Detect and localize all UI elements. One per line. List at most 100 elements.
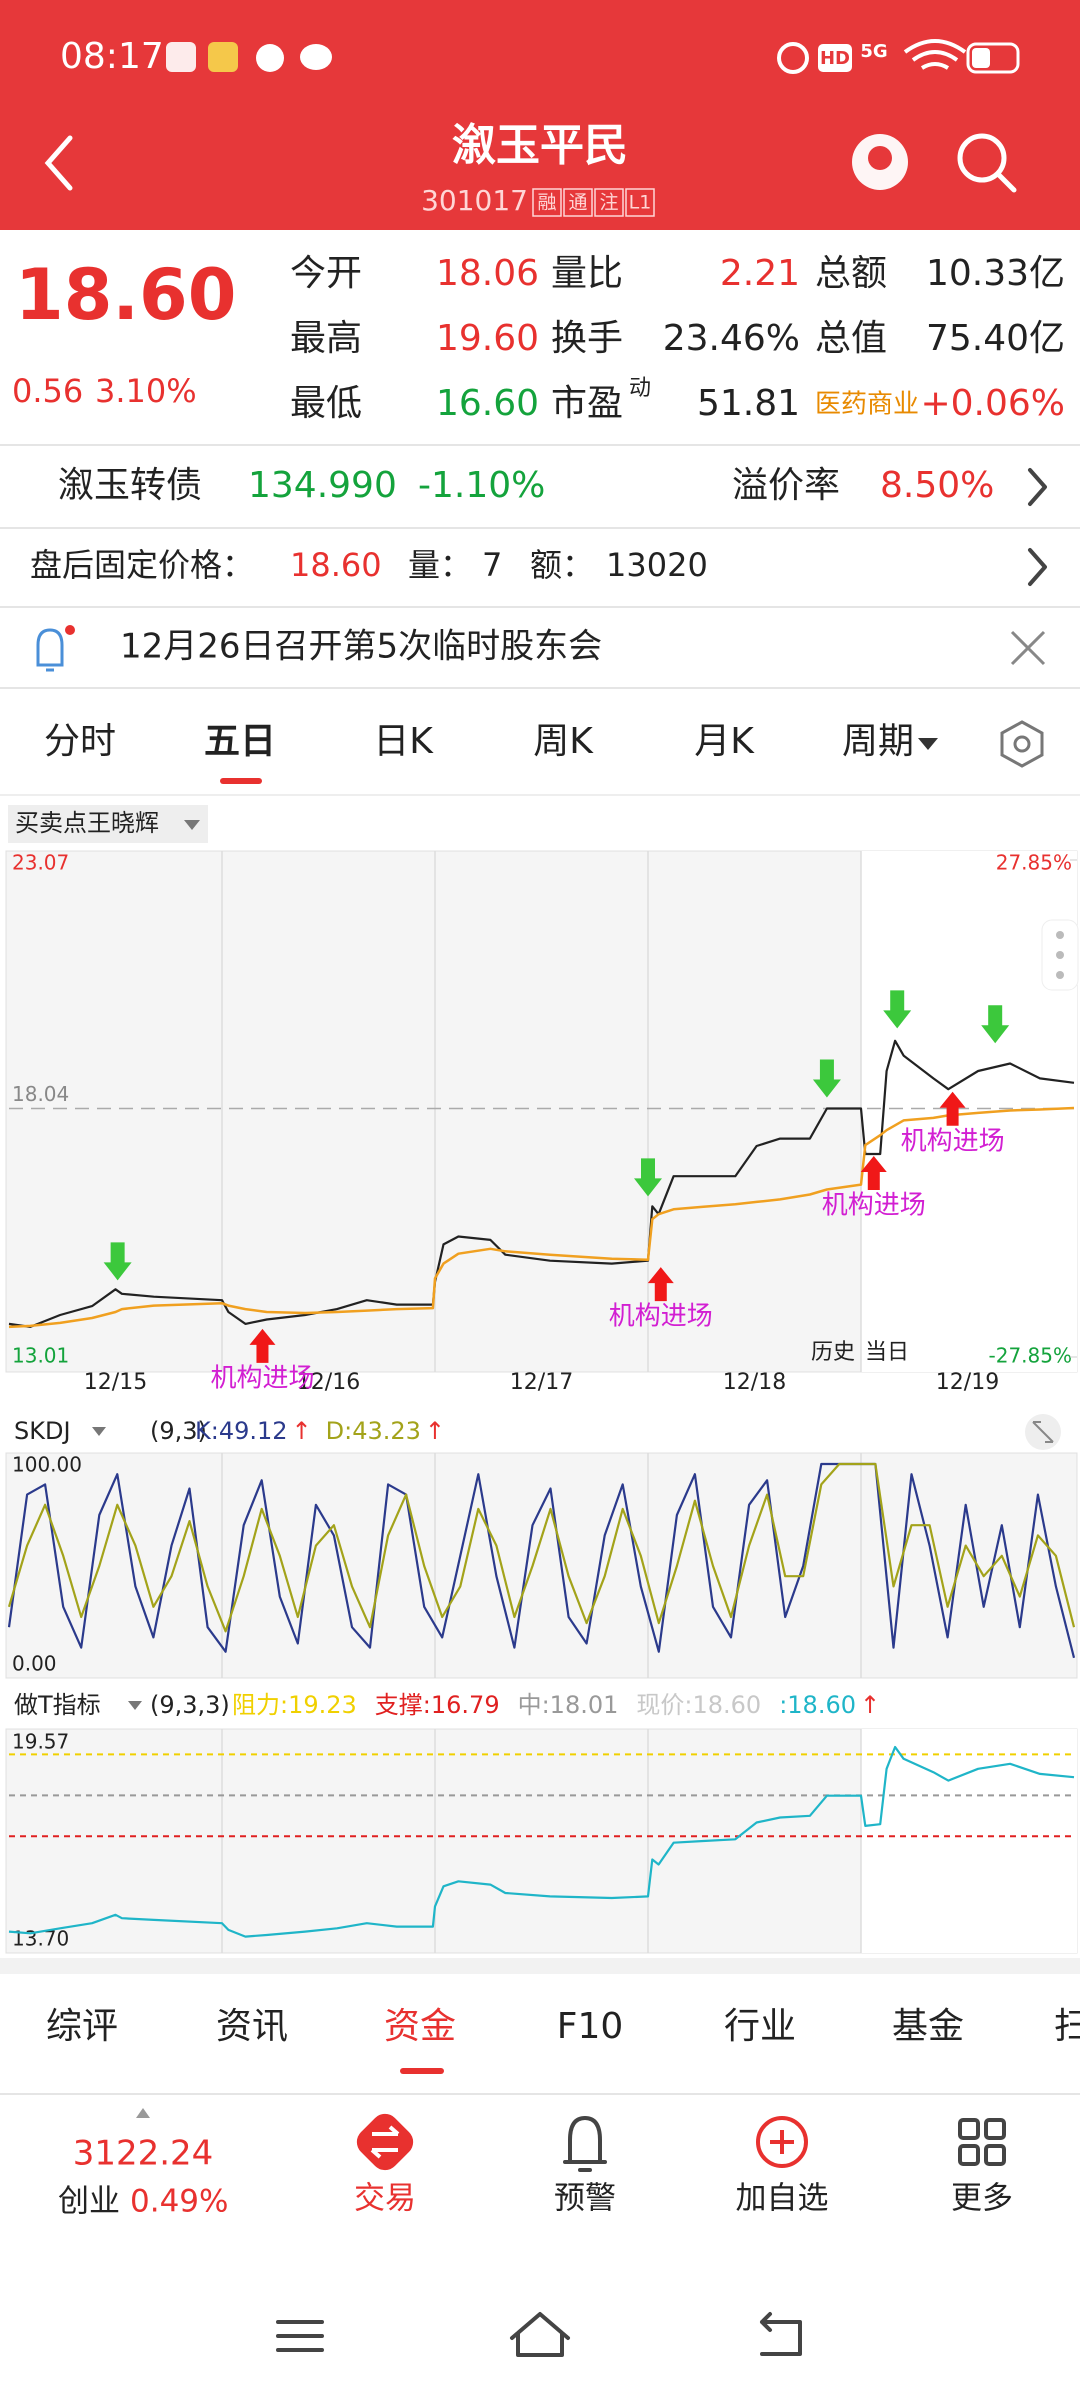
tag-box xyxy=(532,188,562,217)
chart-menu-dot xyxy=(1056,931,1064,939)
spacer xyxy=(0,1958,1080,1974)
buy-signal xyxy=(939,1091,966,1126)
y-tick-label: 23.07 xyxy=(12,851,69,875)
signal-label: 机构进场 xyxy=(210,1363,314,1393)
indicator-value: 现价:18.60 xyxy=(636,1691,761,1719)
search-handle xyxy=(995,171,1017,193)
content-tab[interactable]: F10 xyxy=(557,2006,624,2047)
last-price: 18.60 xyxy=(15,254,236,336)
nav-item-label[interactable]: 加自选 xyxy=(736,2181,829,2217)
index-name: 创业 xyxy=(58,2184,120,2220)
chevron[interactable] xyxy=(1028,468,1047,506)
tag-box xyxy=(594,188,624,217)
chart-tab[interactable]: 日K xyxy=(373,721,434,762)
alert-icon[interactable] xyxy=(563,2116,607,2172)
battery xyxy=(966,42,1020,74)
tag-label: L1 xyxy=(629,192,652,214)
sell-signal xyxy=(812,1059,841,1098)
volume-label: 量： xyxy=(408,546,472,584)
field-label: 最低 xyxy=(290,383,362,424)
header-bg xyxy=(0,0,1080,230)
active-tab-indicator xyxy=(400,2068,444,2074)
index-value[interactable]: 3122.24 xyxy=(73,2134,214,2174)
more-icon-cell xyxy=(958,2118,980,2140)
indicator-name: 买卖点王晓辉 xyxy=(15,809,159,837)
dropdown-caret xyxy=(92,1427,106,1436)
today-bg xyxy=(861,1729,1077,1953)
trade-icon[interactable] xyxy=(351,2108,419,2176)
active-tab-indicator xyxy=(220,778,262,784)
indicator-value: 支撑:16.79 xyxy=(375,1691,500,1719)
home-button[interactable] xyxy=(510,2312,570,2357)
y-tick-label: 19.57 xyxy=(12,1730,69,1754)
status-icon xyxy=(208,42,238,72)
content-tab[interactable]: 基金 xyxy=(892,2006,964,2047)
indicator-value: 中:18.01 xyxy=(518,1691,619,1719)
watchlist-plus xyxy=(770,2130,794,2154)
chart-bg xyxy=(5,1452,1078,1679)
settings-icon[interactable] xyxy=(1000,720,1044,768)
content-tab[interactable]: 综评 xyxy=(46,2006,118,2047)
trade-icon-arrows xyxy=(370,2125,400,2159)
nav-item-label[interactable]: 交易 xyxy=(354,2181,416,2217)
content-tab[interactable]: 扫 xyxy=(1054,2006,1080,2047)
chart-menu-dot xyxy=(1056,971,1064,979)
signal-label: 机构进场 xyxy=(901,1126,1005,1156)
today-bg xyxy=(861,851,1077,1372)
wifi-icon xyxy=(903,39,967,70)
series-line xyxy=(8,1106,1075,1329)
chevron[interactable] xyxy=(1028,548,1047,586)
trend-arrow: ↑ xyxy=(425,1417,445,1445)
field-label: 换手 xyxy=(551,318,623,359)
signal-label: 机构进场 xyxy=(609,1302,713,1332)
x-tick-label: 12/17 xyxy=(510,1370,573,1395)
tag-box xyxy=(563,188,593,217)
x-tick-label: 12/19 xyxy=(936,1370,999,1395)
chart-tab[interactable]: 分时 xyxy=(44,721,116,762)
field-value: +0.06% xyxy=(920,383,1065,424)
volume-value: 7 xyxy=(482,546,502,584)
field-label: 量比 xyxy=(551,253,623,294)
sell-signal xyxy=(634,1158,662,1197)
nav-item-label[interactable]: 更多 xyxy=(951,2181,1013,2217)
field-value: 2.21 xyxy=(720,253,800,294)
chart-tab[interactable]: 周K xyxy=(533,721,594,762)
menu-button[interactable] xyxy=(276,2320,324,2352)
y-tick-label: 0.00 xyxy=(12,1652,57,1676)
indicator-value: K:49.12 xyxy=(195,1417,288,1445)
indicator-title[interactable]: SKDJ xyxy=(14,1417,71,1445)
index-change: 0.49% xyxy=(130,2184,228,2220)
watchlist-icon[interactable] xyxy=(756,2116,808,2168)
price-change-pct: 3.10% xyxy=(95,372,197,410)
close-button[interactable] xyxy=(1010,630,1046,666)
buy-signal xyxy=(647,1267,674,1302)
dropdown-caret xyxy=(918,738,938,750)
sell-signal xyxy=(981,1005,1010,1044)
content-tab[interactable]: 资讯 xyxy=(216,2006,288,2047)
field-value: 51.81 xyxy=(697,383,800,424)
series-line xyxy=(7,1462,1076,1659)
sell-signal xyxy=(883,990,912,1029)
content-tab[interactable]: 资金 xyxy=(384,2006,456,2047)
bell-icon xyxy=(36,628,64,672)
more-icon[interactable] xyxy=(958,2118,1006,2166)
search-icon[interactable] xyxy=(957,133,1007,183)
signal-label: 机构进场 xyxy=(822,1190,926,1220)
chart-tab[interactable]: 五日 xyxy=(204,721,276,762)
nav-item-label[interactable]: 预警 xyxy=(554,2181,616,2217)
field-value: 75.40亿 xyxy=(926,318,1065,359)
back-nav-button[interactable] xyxy=(760,2312,802,2356)
amount-label: 额： xyxy=(530,546,594,584)
chart-tab[interactable]: 周期 xyxy=(842,721,914,762)
status-icon xyxy=(256,44,284,72)
y2-tick-label: -27.85% xyxy=(989,1344,1072,1368)
content-tab[interactable]: 行业 xyxy=(724,2006,796,2047)
indicator-title[interactable]: 做T指标 xyxy=(14,1691,101,1719)
chart-tab[interactable]: 月K xyxy=(694,721,755,762)
premium-label: 溢价率 xyxy=(732,465,840,506)
notice-text[interactable]: 12月26日召开第5次临时股东会 xyxy=(120,627,602,667)
bond-price: 134.990 xyxy=(248,465,397,506)
indicator-selector[interactable] xyxy=(8,805,208,843)
back-button[interactable] xyxy=(44,135,73,191)
